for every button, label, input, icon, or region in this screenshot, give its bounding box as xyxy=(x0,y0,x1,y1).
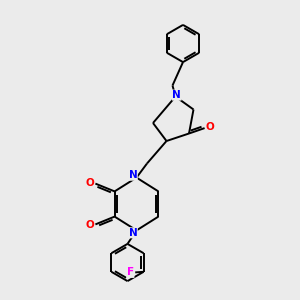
Text: N: N xyxy=(172,90,181,100)
Text: O: O xyxy=(85,220,94,230)
Text: O: O xyxy=(206,122,214,132)
Text: O: O xyxy=(85,178,94,188)
Text: F: F xyxy=(127,267,134,278)
Text: N: N xyxy=(128,228,137,238)
Text: N: N xyxy=(128,170,137,180)
